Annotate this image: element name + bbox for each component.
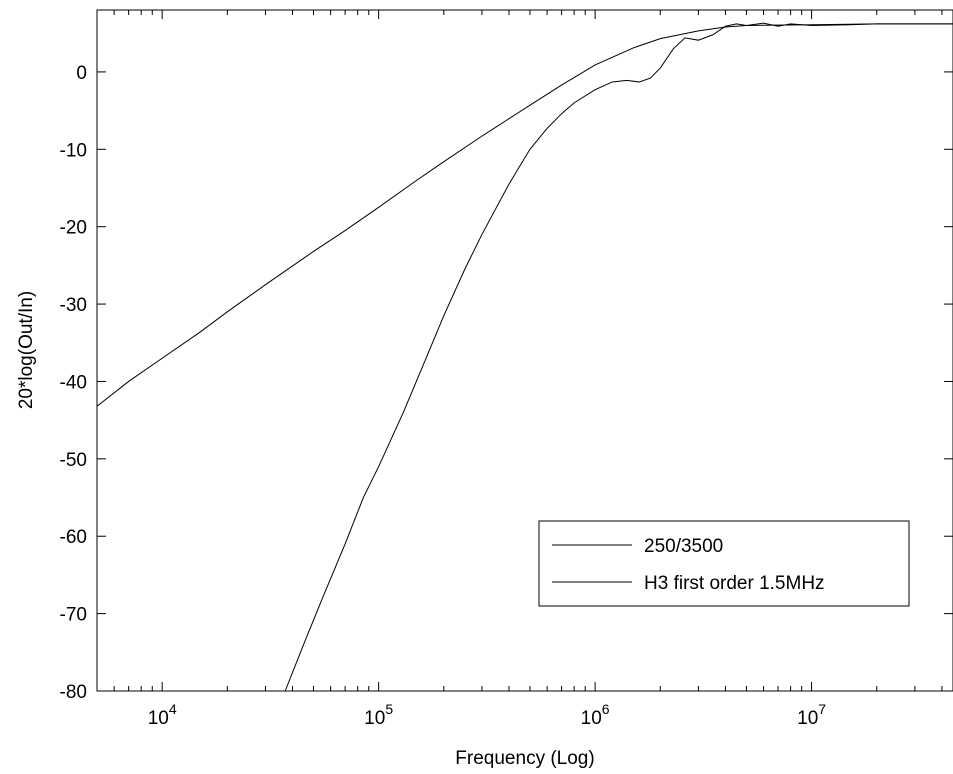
- legend: 250/3500 H3 first order 1.5MHz: [538, 520, 910, 607]
- y-tick-label: -30: [60, 295, 87, 316]
- y-tick-label: 0: [76, 63, 87, 84]
- series-line-2: [284, 22, 953, 691]
- tick-labels: 104 105 106 107 0 -10 -20 -30 -40 -50 -60 -70 -80: [60, 63, 827, 729]
- x-tick-label: 105: [364, 701, 393, 729]
- y-tick-label: -40: [60, 372, 87, 393]
- series-line-1: [97, 23, 953, 407]
- y-tick-label: -80: [60, 682, 87, 703]
- y-tick-label: -50: [60, 450, 87, 471]
- y-tick-label: -60: [60, 527, 87, 548]
- x-tick-label: 106: [581, 701, 610, 729]
- y-tick-label: -20: [60, 218, 87, 239]
- x-tick-label: 104: [148, 701, 177, 729]
- x-axis-label: Frequency (Log): [455, 748, 594, 769]
- plot-area-frame: [96, 9, 953, 692]
- y-tick-label: -10: [60, 140, 87, 161]
- legend-box: [538, 520, 910, 607]
- y-tick-label: -70: [60, 605, 87, 626]
- series-layer: [97, 22, 953, 691]
- x-tick-label: 107: [797, 701, 826, 729]
- y-axis-label: 20*log(Out/In): [16, 291, 37, 409]
- legend-entry-1: 250/3500: [644, 536, 723, 557]
- legend-entry-2: H3 first order 1.5MHz: [644, 573, 825, 594]
- tick-marks: [96, 10, 953, 692]
